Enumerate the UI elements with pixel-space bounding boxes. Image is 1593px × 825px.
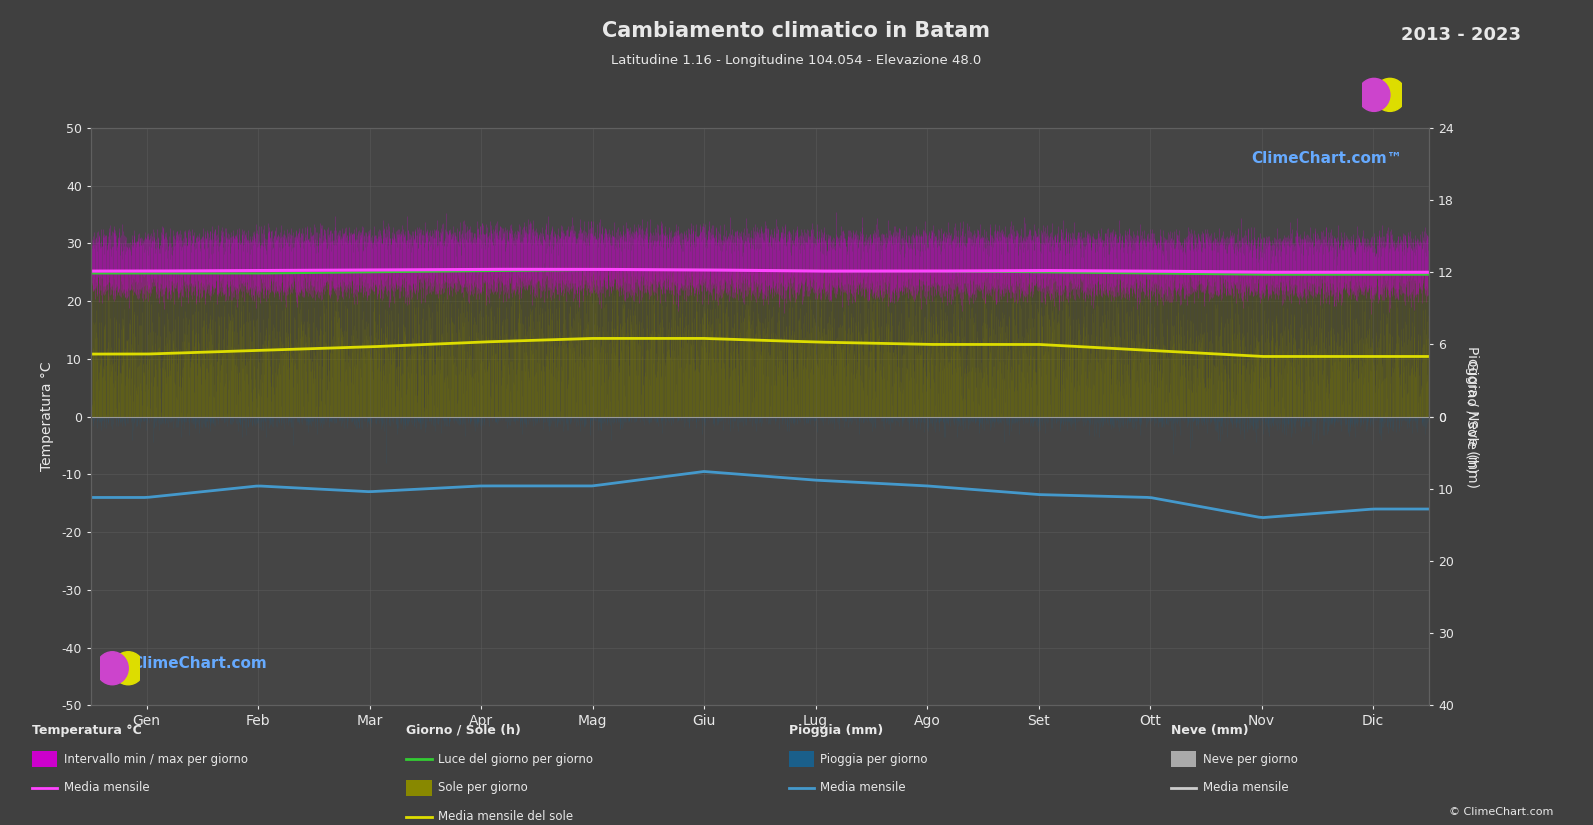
Text: Luce del giorno per giorno: Luce del giorno per giorno	[438, 752, 593, 766]
Text: Sole per giorno: Sole per giorno	[438, 781, 527, 794]
Text: 2013 - 2023: 2013 - 2023	[1402, 26, 1521, 45]
Text: ClimeChart.com: ClimeChart.com	[131, 656, 266, 671]
Text: Media mensile del sole: Media mensile del sole	[438, 810, 573, 823]
Circle shape	[96, 652, 129, 685]
Text: Media mensile: Media mensile	[64, 781, 150, 794]
Circle shape	[1373, 78, 1407, 111]
Text: Temperatura °C: Temperatura °C	[32, 724, 142, 737]
Text: Cambiamento climatico in Batam: Cambiamento climatico in Batam	[602, 21, 991, 40]
Y-axis label: Pioggia / Neve (mm): Pioggia / Neve (mm)	[1466, 346, 1478, 488]
Y-axis label: Temperatura °C: Temperatura °C	[40, 362, 54, 471]
Circle shape	[1357, 78, 1389, 111]
Text: Neve per giorno: Neve per giorno	[1203, 752, 1298, 766]
Text: Pioggia (mm): Pioggia (mm)	[789, 724, 883, 737]
Y-axis label: Giorno / Sole (h): Giorno / Sole (h)	[1466, 361, 1478, 473]
Text: Giorno / Sole (h): Giorno / Sole (h)	[406, 724, 521, 737]
Text: Media mensile: Media mensile	[1203, 781, 1289, 794]
Text: Latitudine 1.16 - Longitudine 104.054 - Elevazione 48.0: Latitudine 1.16 - Longitudine 104.054 - …	[612, 54, 981, 67]
Text: Media mensile: Media mensile	[820, 781, 906, 794]
Text: Neve (mm): Neve (mm)	[1171, 724, 1249, 737]
Text: © ClimeChart.com: © ClimeChart.com	[1448, 807, 1553, 817]
Text: Pioggia per giorno: Pioggia per giorno	[820, 752, 927, 766]
Circle shape	[112, 652, 145, 685]
Text: ClimeChart.com™: ClimeChart.com™	[1251, 151, 1402, 166]
Text: Intervallo min / max per giorno: Intervallo min / max per giorno	[64, 752, 249, 766]
